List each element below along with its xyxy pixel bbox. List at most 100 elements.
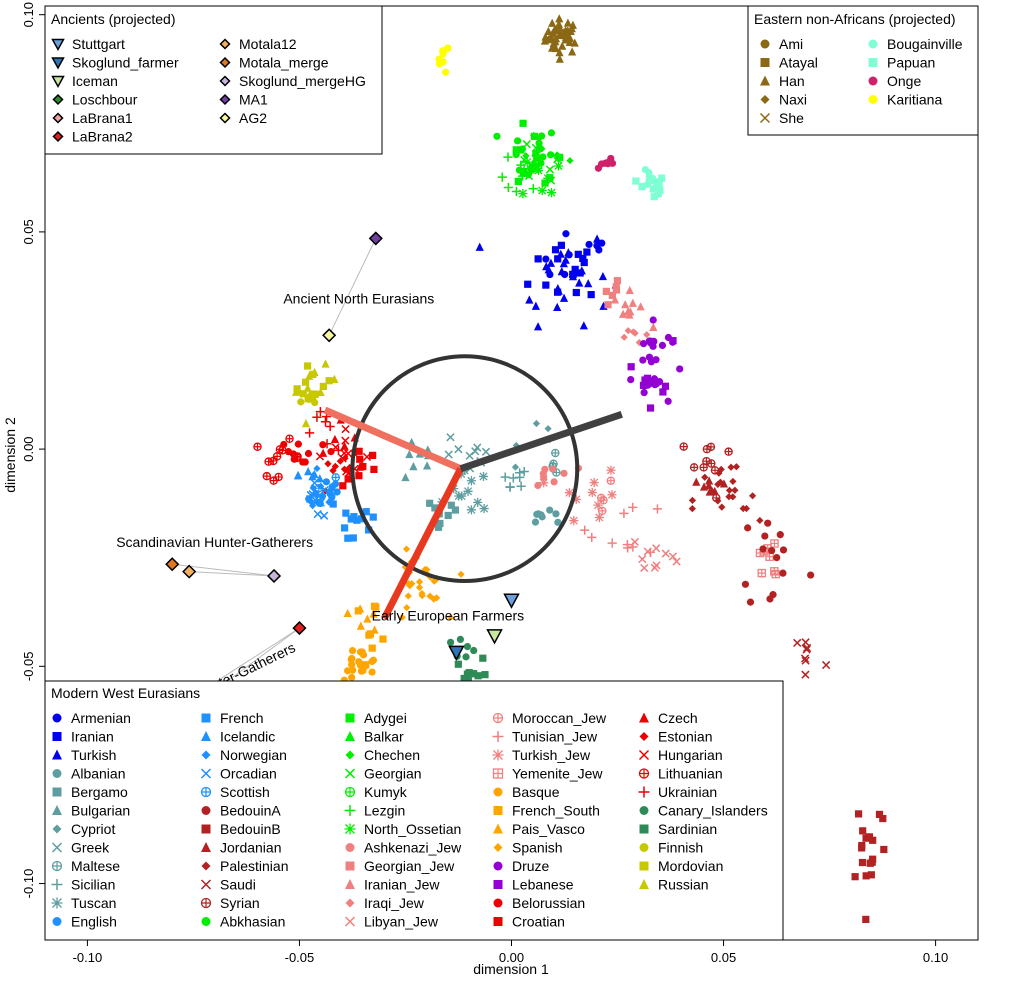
point-lezgin [503, 182, 513, 193]
ancient-labrana2 [292, 621, 307, 636]
point-yemenite-jew [770, 539, 779, 548]
point-tunisian-jew [622, 539, 632, 550]
point-tuscan [466, 505, 476, 515]
point-bergamo [426, 499, 434, 507]
point-spanish [433, 594, 441, 602]
ancient-iceman [486, 629, 503, 645]
point-adygei [514, 177, 522, 185]
legend-label-syrian: Syrian [220, 895, 260, 911]
point-turkish [564, 248, 573, 257]
point-north-ossetian [543, 173, 553, 183]
point-bedouina [764, 519, 772, 527]
legend-marker-papuan [868, 58, 878, 67]
point-iranian-jew [636, 302, 645, 311]
y-tick-label: 0.00 [21, 436, 36, 461]
point-druze [649, 316, 657, 324]
legend-marker-basque [493, 787, 503, 797]
point-iranian-jew [649, 322, 658, 331]
point-georgian [531, 154, 540, 163]
legend-marker-icelandic [201, 731, 211, 741]
legend-marker-balkar [345, 731, 355, 741]
point-mordovian [302, 378, 310, 386]
point-moroccan-jew [596, 493, 606, 503]
point-lithuanian [269, 456, 278, 466]
point-saudi [801, 656, 810, 665]
point-adygei [512, 146, 520, 154]
legend-label-greek: Greek [71, 840, 110, 856]
ancient-stuttgart [503, 593, 520, 609]
legend-marker-tunisian-jew [492, 731, 504, 742]
point-sicilian [515, 472, 525, 483]
legend-marker-bedouinb [201, 824, 211, 834]
point-turkish [577, 266, 586, 275]
point-canary-islanders [462, 653, 470, 661]
point-north-ossetian [518, 188, 528, 199]
point-sardinian [481, 671, 489, 679]
point-armenian [562, 230, 570, 238]
point-mordovian [299, 390, 307, 398]
legend-marker-lezgin [344, 805, 356, 816]
point-pais-vasco [343, 608, 352, 618]
legend-label-balkar: Balkar [364, 729, 404, 745]
legend-label-bergamo: Bergamo [71, 784, 128, 800]
point-sardinian [470, 670, 478, 678]
point-tunisian-jew [628, 502, 638, 512]
legend-label-croatian: Croatian [512, 914, 565, 930]
legend-label-french: French [220, 710, 264, 726]
point-albanian [552, 510, 560, 518]
point-han [548, 29, 557, 38]
point-tuscan [466, 476, 477, 486]
point-sicilian [519, 466, 529, 477]
point-druze [676, 365, 684, 373]
point-maltese [551, 448, 560, 458]
point-czech [318, 448, 328, 457]
point-ukrainian [322, 439, 332, 449]
point-druze [627, 375, 635, 384]
legend-label-pais-vasco: Pais_Vasco [512, 821, 585, 837]
point-lithuanian [285, 434, 294, 443]
point-palestinian [714, 480, 722, 488]
legend-marker-iceman [51, 75, 65, 89]
point-norwegian [312, 491, 321, 499]
point-english [322, 478, 331, 486]
legend-label-jordanian: Jordanian [220, 840, 282, 856]
point-han [563, 18, 573, 27]
point-canary-islanders [463, 642, 472, 651]
point-croatian [370, 465, 378, 473]
point-libyan-jew [652, 561, 661, 570]
legend-marker-ag2 [219, 112, 231, 124]
point-croatian [356, 455, 364, 463]
legend-label-motala12: Motala12 [239, 36, 297, 52]
point-georgian [536, 156, 545, 165]
legend-marker-bulgarian [52, 805, 62, 815]
point-bedouinb [858, 841, 866, 850]
legend-label-moroccan-jew: Moroccan_Jew [512, 710, 607, 726]
point-libyan-jew [640, 563, 649, 573]
point-bedouinb [859, 827, 867, 835]
point-norwegian [326, 491, 334, 499]
point-finnish [293, 387, 302, 395]
ancient-motala12 [182, 564, 197, 579]
point-iraqi-jew [620, 333, 628, 341]
cluster-han [540, 14, 579, 63]
legend-marker-lebanese [493, 880, 503, 889]
point-adygei [541, 179, 549, 187]
legend-label-english: English [71, 914, 117, 930]
point-han [548, 18, 557, 27]
point-norwegian [309, 484, 317, 492]
point-bedouina [761, 532, 769, 540]
point-russian [303, 383, 312, 392]
legend-marker-canary-islanders [639, 806, 649, 815]
point-pais-vasco [370, 625, 379, 634]
legend-label-icelandic: Icelandic [220, 729, 275, 745]
point-spanish [415, 583, 424, 592]
legend-label-bedouinb: BedouinB [220, 821, 281, 837]
legend-label-yemenite-jew: Yemenite_Jew [512, 766, 603, 782]
point-bedouinb [879, 814, 887, 823]
point-bergamo [447, 501, 455, 509]
point-palestinian [731, 486, 739, 494]
legend-marker-druze [493, 861, 503, 871]
point-jordanian [710, 486, 719, 496]
point-libyan-jew [672, 557, 681, 566]
point-tunisian-jew [619, 508, 629, 518]
